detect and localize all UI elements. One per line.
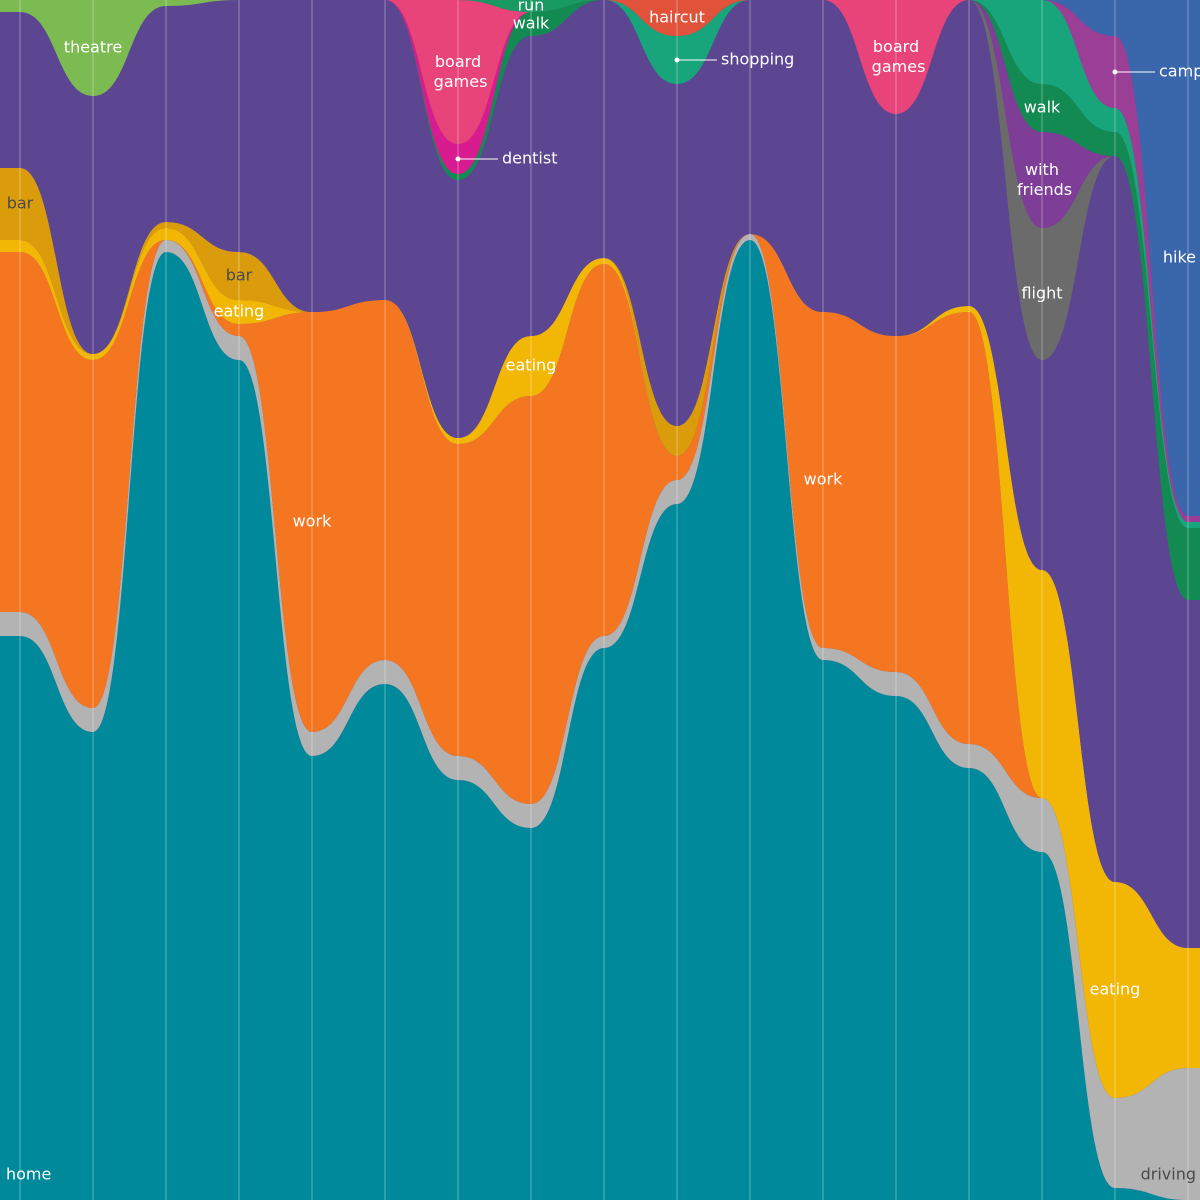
series-label: theatre — [64, 38, 122, 57]
series-label: board games — [429, 52, 488, 91]
series-label: work — [804, 470, 843, 489]
series-label: dentist — [502, 149, 557, 168]
series-label: eating — [1090, 980, 1141, 999]
series-label: walk — [513, 14, 550, 33]
stream-area — [0, 0, 1200, 522]
stream-area — [0, 234, 1200, 1098]
series-label: work — [293, 512, 332, 531]
series-label: run — [518, 0, 545, 15]
series-label: eating — [506, 356, 557, 375]
series-label: camping — [1159, 62, 1200, 81]
series-label: board games — [867, 37, 926, 76]
stream-area — [0, 0, 1200, 522]
series-label: home — [6, 1165, 51, 1184]
series-label: haircut — [649, 8, 705, 27]
series-label: hike — [1163, 248, 1196, 267]
series-label: driving — [1141, 1165, 1196, 1184]
series-label: with friends — [1012, 160, 1072, 199]
stream-area — [0, 0, 1200, 948]
series-label: flight — [1021, 284, 1062, 303]
series-label: walk — [1024, 98, 1061, 117]
stream-area — [0, 240, 1200, 1200]
series-label: bar — [7, 194, 34, 213]
series-label: bar — [226, 266, 253, 285]
series-label: eating — [214, 302, 265, 321]
series-label: shopping — [721, 50, 794, 69]
